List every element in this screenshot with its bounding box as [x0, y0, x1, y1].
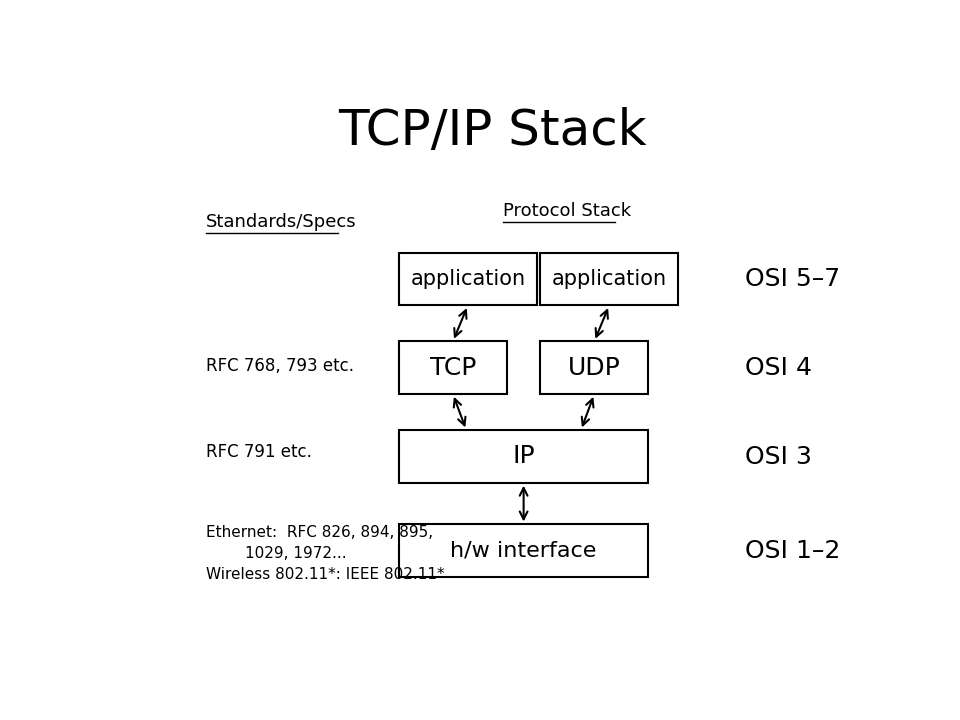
Text: Standards/Specs: Standards/Specs: [205, 213, 356, 231]
Text: Protocol Stack: Protocol Stack: [503, 202, 632, 220]
Text: OSI 4: OSI 4: [745, 356, 812, 380]
Text: Wireless 802.11*: IEEE 802.11*: Wireless 802.11*: IEEE 802.11*: [205, 567, 444, 582]
Bar: [399, 341, 507, 394]
Bar: [399, 430, 648, 483]
Bar: [399, 524, 648, 577]
Text: 1029, 1972...: 1029, 1972...: [205, 546, 347, 562]
Bar: [540, 253, 678, 305]
Text: Ethernet:  RFC 826, 894, 895,: Ethernet: RFC 826, 894, 895,: [205, 525, 433, 540]
Text: OSI 1–2: OSI 1–2: [745, 539, 840, 563]
Text: TCP/IP Stack: TCP/IP Stack: [338, 107, 646, 155]
Text: OSI 5–7: OSI 5–7: [745, 267, 840, 292]
Text: application: application: [552, 269, 667, 289]
Text: RFC 791 etc.: RFC 791 etc.: [205, 444, 311, 462]
Text: TCP: TCP: [430, 356, 476, 379]
Text: application: application: [410, 269, 525, 289]
Text: UDP: UDP: [568, 356, 621, 379]
Bar: [399, 253, 537, 305]
Text: RFC 768, 793 etc.: RFC 768, 793 etc.: [205, 357, 353, 375]
Bar: [540, 341, 648, 394]
Text: h/w interface: h/w interface: [450, 541, 597, 561]
Text: OSI 3: OSI 3: [745, 445, 812, 469]
Text: IP: IP: [513, 444, 535, 469]
